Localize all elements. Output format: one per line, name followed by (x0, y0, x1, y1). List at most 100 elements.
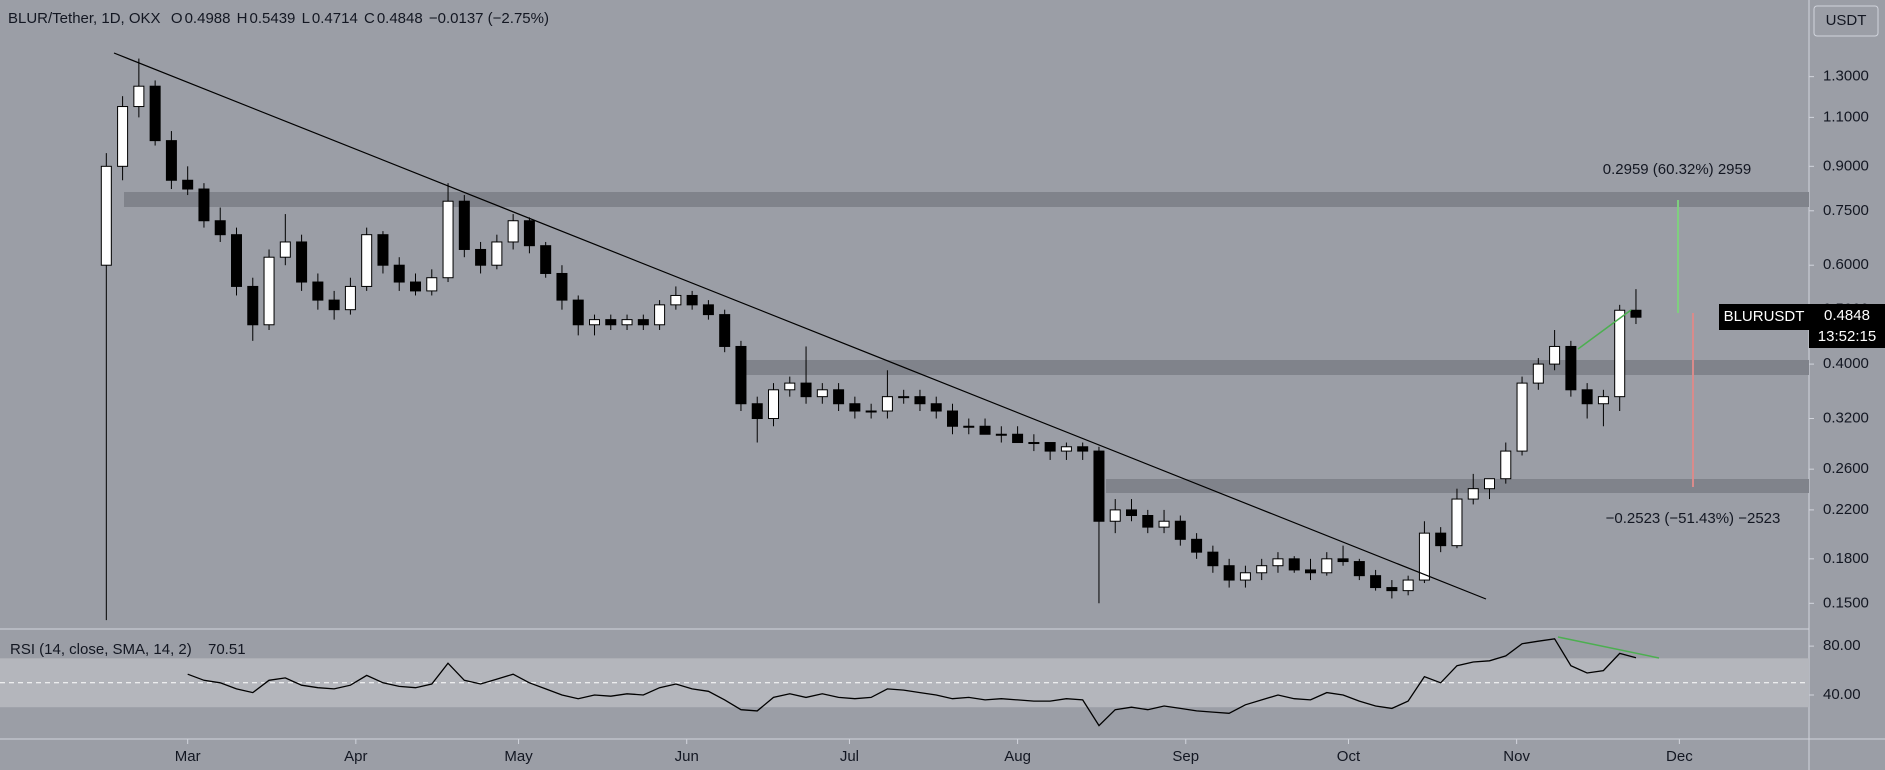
y-tick-label: 0.9000 (1823, 157, 1869, 174)
candle-body (784, 382, 796, 391)
candle-body (1239, 572, 1251, 581)
candle-body (995, 433, 1007, 436)
candle-body (768, 389, 780, 420)
symbol: BLUR/Tether, 1D, OKX (8, 10, 161, 27)
ohlc-key: L (301, 10, 310, 27)
x-tick-label: Mar (175, 748, 201, 765)
candle-body (1305, 569, 1317, 574)
candle-body (800, 382, 812, 398)
candle-body (1516, 382, 1528, 452)
change: −0.0137 (−2.75%) (428, 10, 549, 27)
x-tick-label: Jun (675, 748, 699, 765)
countdown: 13:52:15 (1818, 328, 1876, 345)
ohlc-value: 0.4714 (311, 10, 358, 27)
candle-body (930, 403, 942, 412)
candle-body (133, 85, 145, 108)
x-tick-label: Oct (1337, 748, 1361, 765)
candle-body (1288, 558, 1300, 571)
candle-body (1028, 442, 1040, 445)
candle-body (296, 241, 308, 283)
candle-body (686, 294, 698, 306)
candle-body (1337, 558, 1349, 563)
resistance-zone (124, 192, 1809, 207)
ticker: BLURUSDT (1724, 308, 1805, 325)
candle-body (881, 396, 893, 412)
candle-body (230, 234, 242, 287)
last-price-box (1809, 304, 1885, 348)
ohlc-value: 0.4988 (184, 10, 231, 27)
candle-body (491, 241, 503, 266)
candle-body (279, 241, 291, 258)
currency[interactable]: USDT (1826, 12, 1867, 29)
candle-body (1467, 488, 1479, 500)
candle-body (344, 285, 356, 311)
candle-body (182, 179, 194, 190)
candle-body (377, 234, 389, 266)
y-tick-label: 1.3000 (1823, 68, 1869, 85)
candle-body (410, 281, 422, 292)
candle-body (214, 220, 226, 236)
ohlc-key: H (236, 10, 248, 27)
x-tick-label: Dec (1666, 748, 1693, 765)
candle-body (1630, 309, 1642, 318)
candle-body (1272, 558, 1284, 567)
legend: BLUR/Tether, 1D, OKX O 0.4988 H 0.5439 L 0.… (8, 10, 551, 27)
x-tick-label: Apr (344, 748, 367, 765)
ohlc-key: O (170, 10, 183, 27)
x-tick-label: Sep (1172, 748, 1199, 765)
candle-body (719, 314, 731, 347)
candle-body (670, 294, 682, 306)
candle-body (1418, 532, 1430, 581)
candle-body (1126, 509, 1138, 517)
candle-body (361, 234, 373, 287)
candle-body (1386, 587, 1398, 592)
candle-body (816, 389, 828, 398)
candle-body (1370, 575, 1382, 589)
ohlc-key: C (363, 10, 375, 27)
candle-body (654, 304, 666, 326)
candle-body (247, 285, 259, 326)
y-tick-label: 0.2200 (1823, 501, 1869, 518)
candle-body (1581, 389, 1593, 405)
candle-body (589, 319, 601, 326)
y-tick-label: 40.00 (1823, 686, 1861, 703)
ticker-box (1719, 304, 1809, 330)
currency-box[interactable] (1813, 5, 1879, 37)
candle-body (1597, 396, 1609, 405)
support-zone (736, 360, 1809, 375)
candle-body (914, 396, 926, 405)
candle-body (947, 410, 959, 427)
candle-body (1012, 433, 1024, 444)
trendline (113, 52, 1487, 600)
candle-body (1353, 561, 1365, 577)
measure-label: −0.2523 (−51.43%) −2523 (1606, 510, 1781, 527)
candle-body (507, 220, 519, 243)
y-tick-label: 0.1800 (1823, 550, 1869, 567)
candle-body (963, 425, 975, 428)
candle-body (540, 245, 552, 274)
candle-body (165, 140, 177, 181)
y-tick-label: 1.1000 (1823, 108, 1869, 125)
last-price: 0.4848 (1824, 307, 1870, 324)
candle-body (1191, 538, 1203, 553)
candle-body (637, 319, 649, 326)
rsi-value: 70.51 (208, 641, 246, 658)
candle-body (1142, 515, 1154, 528)
candle-body (442, 200, 454, 279)
candle-body (1549, 345, 1561, 365)
candle-body (458, 200, 470, 250)
candle-body (849, 403, 861, 412)
candle-body (751, 403, 763, 420)
candle-body (100, 165, 112, 266)
candle-body (1435, 532, 1447, 547)
candle-body (865, 410, 877, 413)
candle-body (572, 299, 584, 326)
x-tick-label: May (504, 748, 533, 765)
candle-body (149, 85, 161, 142)
ohlc-value: 0.5439 (249, 10, 296, 27)
y-tick-label: 0.7500 (1823, 202, 1869, 219)
x-tick-label: Nov (1503, 748, 1530, 765)
candle-body (198, 188, 210, 222)
candle-body (1093, 450, 1105, 522)
